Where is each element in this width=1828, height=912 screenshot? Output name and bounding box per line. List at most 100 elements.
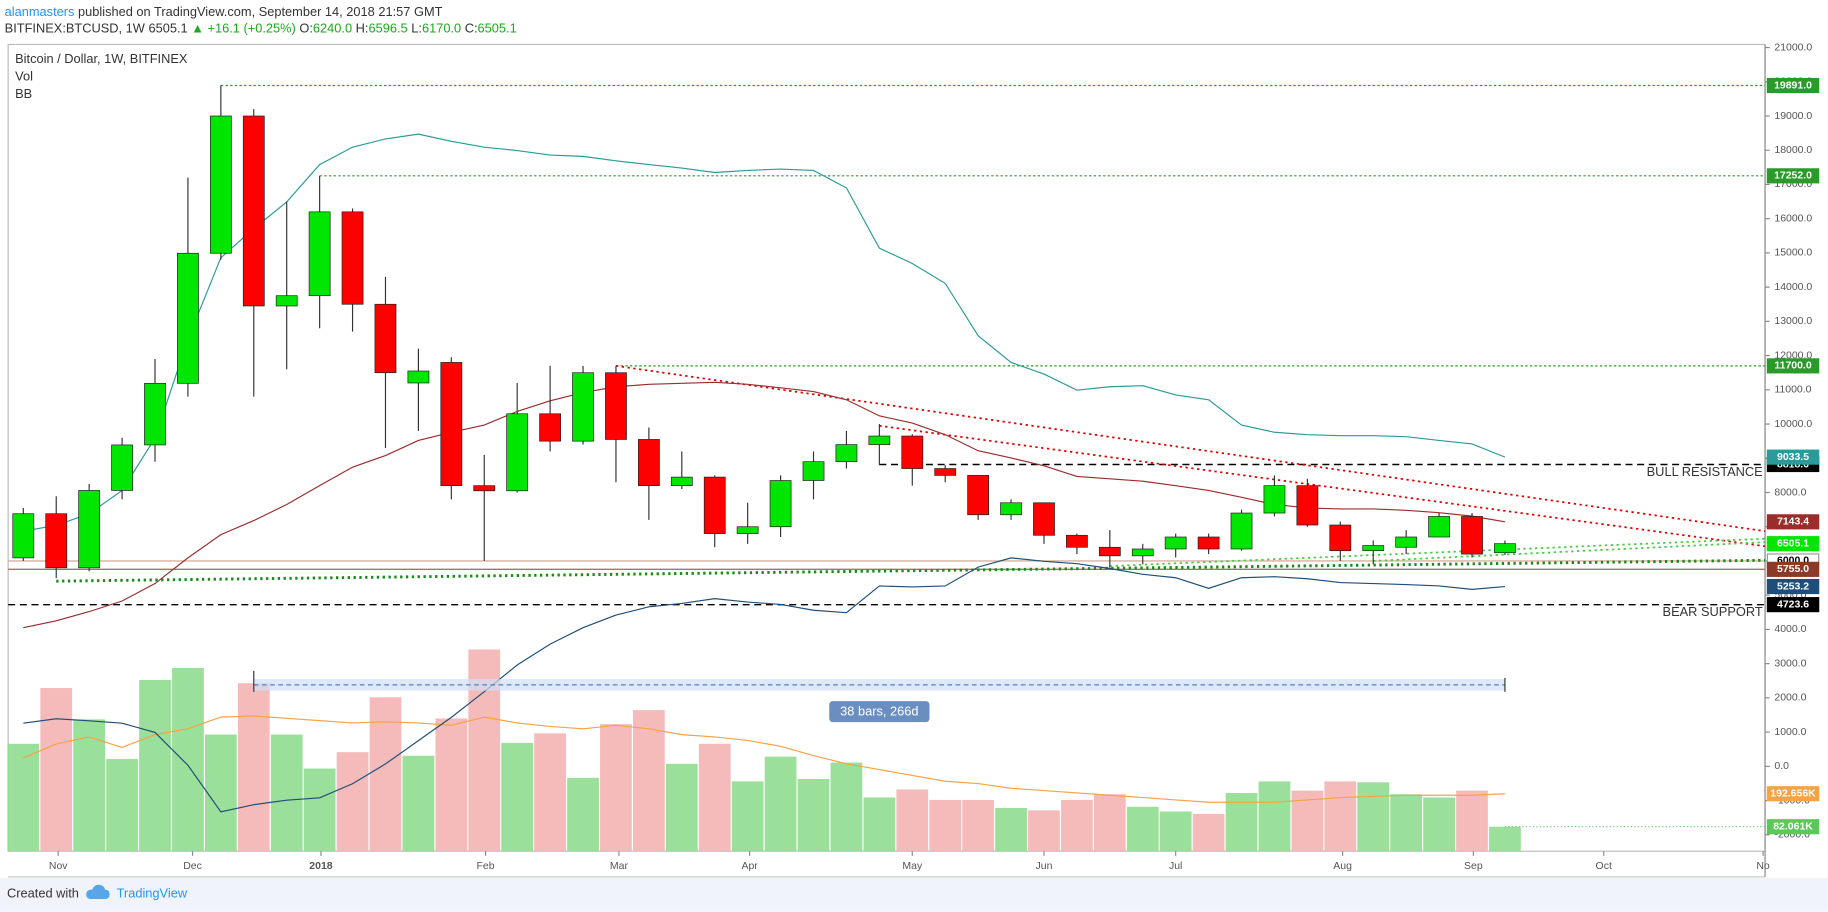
candle-body [572, 372, 594, 442]
candle-body [12, 513, 35, 559]
volume-bar [1324, 781, 1357, 852]
bb-tag: 9033.5 [1777, 452, 1809, 463]
legend-vol: Vol [15, 69, 33, 84]
ohlc-value: 6505.1 [478, 21, 517, 36]
level-tag-bg [1766, 597, 1820, 613]
candle-body [1428, 516, 1450, 538]
volume-bar [567, 777, 599, 852]
volume-bar [1061, 799, 1093, 852]
candle-body [1066, 534, 1088, 548]
y-tick-label: 16000.0 [1774, 213, 1812, 224]
volume-tag: 82.061K [1773, 821, 1813, 832]
candle-body [78, 490, 101, 569]
candle-body [177, 252, 199, 384]
volume-bar [1192, 813, 1225, 852]
volume-bar [863, 797, 896, 852]
volume-bar [40, 688, 73, 852]
change: ▲ +16.1 (+0.25%) [191, 21, 296, 36]
trendline [1373, 541, 1766, 562]
bb-tag: 5253.2 [1777, 581, 1809, 592]
footer-bar [0, 878, 1828, 912]
x-tick-label: Dec [183, 861, 202, 872]
candle-body [1033, 502, 1055, 536]
y-tick-label: 21000.0 [1774, 42, 1812, 53]
volume-bar [106, 759, 138, 852]
y-tick-label: 14000.0 [1774, 282, 1812, 293]
y-tick-label: 3000.0 [1774, 658, 1806, 669]
candle-body [1494, 543, 1516, 554]
volume-bar [237, 683, 270, 852]
x-tick-label: May [902, 861, 923, 872]
volume-bar [698, 743, 731, 852]
candle-body [901, 435, 924, 469]
volume-bar [435, 718, 468, 852]
bb-tag-bg [1766, 578, 1820, 595]
y-tick-label: 5000.0 [1774, 590, 1806, 601]
volume-bar [1028, 810, 1060, 852]
y-tick-label: 1000.0 [1774, 727, 1806, 738]
x-tick-label: No [1756, 861, 1770, 872]
candle-body [769, 480, 792, 528]
level-annotation: BULL RESISTANCE [1647, 464, 1763, 479]
x-tick-label: Aug [1333, 861, 1352, 872]
y-tick-label: 8000.0 [1774, 487, 1806, 498]
brand-icon [86, 884, 110, 900]
level-tag: 8818.0 [1777, 459, 1809, 470]
volume-bar [962, 799, 995, 852]
candle-body [1461, 516, 1483, 555]
candle-body [1230, 512, 1253, 550]
candle-body [111, 444, 133, 491]
candle-body [1263, 485, 1286, 514]
candle-body [703, 476, 726, 534]
ohlc-label: C: [465, 21, 478, 36]
volume-bar [731, 781, 764, 852]
candle-body [539, 413, 561, 442]
trendline [56, 558, 1766, 583]
legend-bb: BB [15, 86, 32, 101]
x-tick-label: Nov [49, 861, 68, 872]
y-tick-label: 19000.0 [1774, 111, 1812, 122]
candle-body [506, 413, 529, 492]
volume-bar [73, 719, 106, 852]
volume-ma [23, 715, 1505, 803]
y-tick-label: 11000.0 [1774, 385, 1811, 396]
volume-bar [1093, 794, 1126, 852]
volume-bar [665, 763, 698, 852]
candle-body [1362, 545, 1385, 552]
author[interactable]: alanmasters [5, 4, 75, 19]
x-tick-label: Sep [1464, 861, 1483, 872]
y-tick-label: -2000.0 [1774, 830, 1810, 841]
y-tick-label: 10000.0 [1774, 419, 1812, 430]
volume-bar [1258, 781, 1291, 852]
ohlc-value: 6596.5 [368, 21, 407, 36]
volume-bar [501, 742, 534, 852]
bb-tag: 7143.4 [1777, 517, 1809, 528]
volume-bar [204, 734, 237, 852]
candle-body [407, 370, 430, 384]
symbol: BITFINEX:BTCUSD, 1W [5, 21, 146, 36]
level-tag-bg [1766, 561, 1820, 577]
candle-body [275, 295, 298, 307]
range-label-box [829, 701, 930, 723]
level-tag-bg [1766, 168, 1820, 184]
symbol-line: BITFINEX:BTCUSD, 1W 6505.1 ▲ +16.1 (+0.2… [5, 21, 517, 36]
level-tag: 6000.0 [1777, 556, 1809, 567]
range-box [253, 679, 1505, 691]
x-tick-label: Apr [741, 861, 758, 872]
volume-bar [830, 762, 863, 852]
candle-body [1164, 536, 1187, 550]
x-tick-label: Jul [1169, 861, 1182, 872]
volume-bar [797, 779, 830, 852]
candle-body [637, 439, 660, 487]
bollinger-band [23, 381, 1506, 629]
ohlc-value: 6170.0 [422, 21, 461, 36]
level-tag: 19891.0 [1774, 80, 1812, 91]
candle-body [341, 211, 364, 305]
ohlc-value: 6240.0 [313, 21, 352, 36]
footer-brand[interactable]: TradingView [117, 886, 188, 901]
volume-bar [534, 733, 566, 852]
candle-body [308, 211, 331, 297]
level-tag: 11700.0 [1774, 361, 1811, 372]
y-tick-label: 18000.0 [1774, 145, 1812, 156]
candle-body [835, 444, 858, 463]
